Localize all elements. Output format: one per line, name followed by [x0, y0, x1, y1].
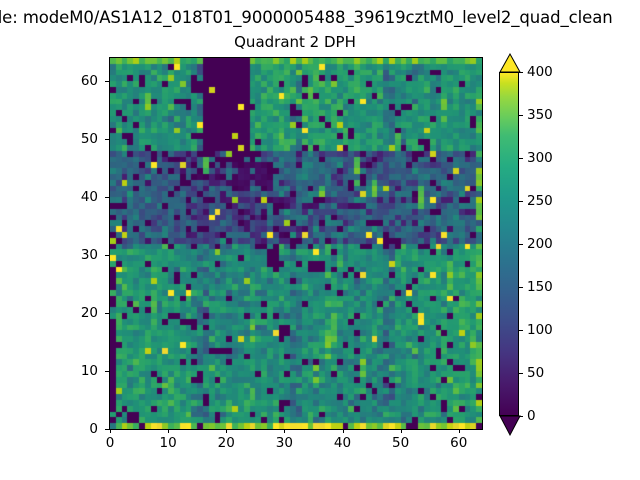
colorbar-extend-top-arrow [499, 53, 521, 73]
colorbar-tick-label: 250 [527, 193, 553, 209]
x-tick-label: 30 [275, 435, 293, 451]
y-tick-mark [105, 81, 109, 83]
colorbar-tick-mark [519, 373, 523, 374]
colorbar-tick-mark [519, 201, 523, 202]
x-tick-mark [284, 429, 286, 433]
x-tick-mark [342, 429, 344, 433]
x-tick-mark [110, 429, 111, 433]
x-tick-mark [226, 429, 228, 433]
colorbar-tick-mark [519, 115, 523, 116]
colorbar-tick-label: 50 [527, 365, 545, 381]
colorbar-tick-mark [519, 244, 523, 245]
colorbar-tick-mark [519, 72, 523, 73]
colorbar-gradient [499, 72, 519, 416]
colorbar-extend-bottom-arrow [499, 415, 521, 436]
y-tick-mark [105, 429, 109, 430]
colorbar-tick-mark [519, 158, 523, 159]
x-tick-label: 10 [159, 435, 177, 451]
colorbar-tick-mark [519, 416, 523, 417]
heatmap-image [110, 58, 482, 429]
colorbar-tick-label: 350 [527, 107, 553, 123]
suptitle-clip-region: n file: modeM0/AS1A12_018T01_9000005488_… [0, 5, 640, 31]
x-tick-label: 50 [392, 435, 410, 451]
colorbar-tick-label: 0 [527, 408, 536, 424]
y-tick-label: 50 [80, 131, 98, 148]
y-tick-label: 20 [80, 305, 98, 322]
heatmap-axes[interactable] [109, 57, 483, 430]
x-tick-label: 40 [333, 435, 352, 451]
y-tick-label: 60 [80, 73, 98, 90]
x-tick-mark [168, 429, 170, 433]
y-tick-label: 0 [89, 421, 98, 437]
figure-suptitle: n file: modeM0/AS1A12_018T01_9000005488_… [0, 8, 613, 27]
colorbar-tick-mark [519, 330, 523, 331]
x-tick-mark [400, 429, 402, 433]
y-tick-mark [105, 255, 109, 257]
colorbar-tick-label: 300 [527, 150, 553, 166]
x-tick-label: 20 [217, 435, 235, 451]
colorbar-tick-label: 400 [527, 64, 553, 80]
colorbar-tick-label: 100 [527, 322, 553, 338]
colorbar-tick-mark [519, 287, 523, 288]
y-tick-mark [105, 197, 109, 199]
y-tick-label: 10 [80, 363, 98, 380]
colorbar-tick-label: 200 [527, 236, 553, 252]
y-tick-mark [105, 313, 109, 315]
y-tick-label: 30 [80, 247, 98, 264]
colorbar[interactable]: 0 50 100 150 200 250 300 350 400 [499, 53, 553, 436]
colorbar-tick-label: 150 [527, 279, 553, 295]
x-tick-label: 60 [450, 435, 468, 451]
y-tick-mark [105, 371, 109, 373]
y-tick-label: 40 [80, 189, 98, 206]
x-tick-label: 0 [105, 435, 115, 451]
axes-title: Quadrant 2 DPH [234, 33, 356, 51]
y-tick-mark [105, 139, 109, 141]
x-tick-mark [458, 429, 460, 433]
